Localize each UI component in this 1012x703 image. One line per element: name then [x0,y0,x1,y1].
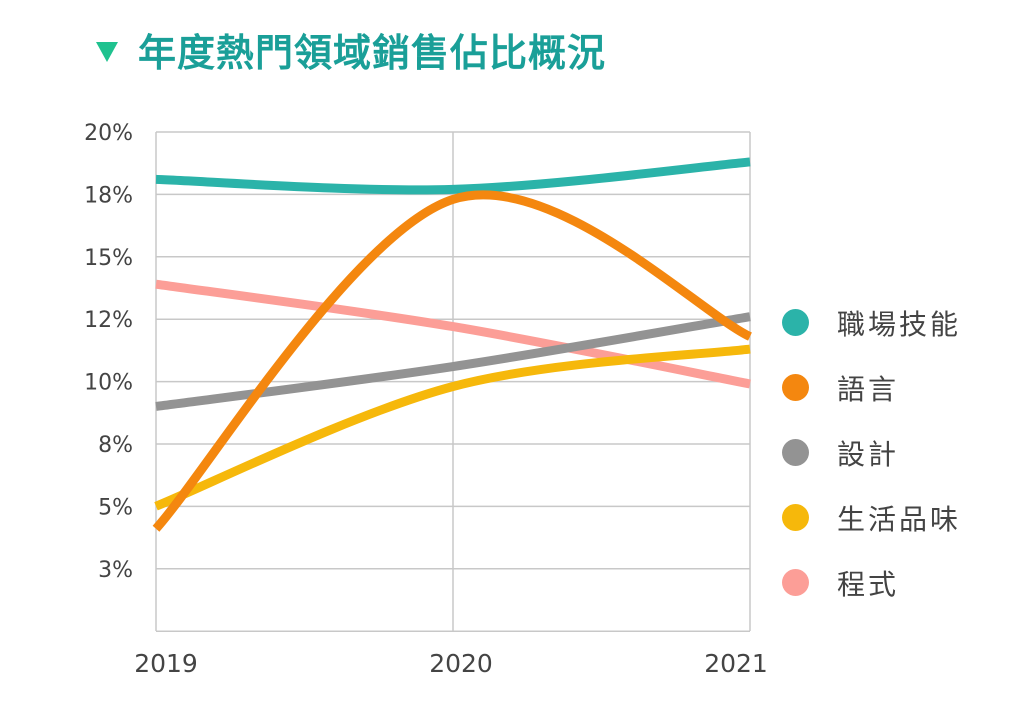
legend-dot-icon [782,504,809,531]
x-axis-ticks: 2019 2020 2021 [134,649,768,678]
legend-item: 語言 [782,355,961,420]
legend-dot-icon [782,309,809,336]
grid-lines [155,131,751,632]
legend-item: 設計 [782,420,961,485]
y-tick-label: 12% [84,308,133,333]
x-tick-label: 2020 [429,649,493,678]
y-tick-label: 3% [98,558,133,583]
y-axis-ticks: 20% 18% 15% 12% 10% 8% 5% 3% [84,121,133,583]
legend-label: 生活品味 [837,502,962,536]
series-line-1 [152,190,752,532]
x-tick-label: 2021 [704,649,768,678]
legend: 職場技能語言設計生活品味程式 [782,290,961,615]
y-tick-label: 15% [84,246,133,271]
y-tick-label: 5% [98,495,133,520]
triangle-down-icon [96,41,118,62]
legend-dot-icon [782,374,809,401]
legend-item: 生活品味 [782,485,961,550]
legend-item: 程式 [782,550,961,615]
legend-label: 程式 [837,567,900,601]
chart-title: 年度熱門領域銷售佔比概況 [138,31,607,75]
series-line-4 [155,279,751,389]
y-tick-label: 10% [84,371,133,396]
legend-label: 設計 [837,437,900,471]
legend-dot-icon [782,439,809,466]
chart-title-block: 年度熱門領域銷售佔比概況 [96,22,606,77]
legend-label: 職場技能 [837,307,962,341]
series-line-2 [155,312,751,411]
series-line-3 [154,344,751,511]
series-lines [152,157,752,532]
y-tick-label: 8% [98,433,133,458]
legend-dot-icon [782,569,809,596]
y-tick-label: 18% [84,183,133,208]
series-line-0 [155,157,751,195]
legend-label: 語言 [837,372,900,406]
y-tick-label: 20% [84,121,133,146]
x-tick-label: 2019 [134,649,198,678]
legend-item: 職場技能 [782,290,961,355]
